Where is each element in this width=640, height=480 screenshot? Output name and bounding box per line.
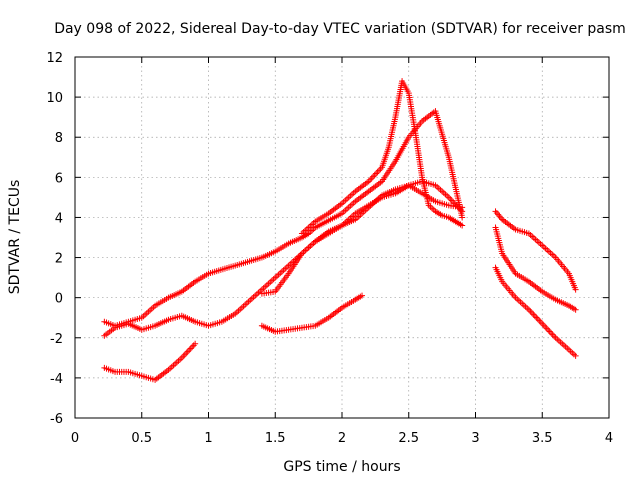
y-axis-label: SDTVAR / TECUs [7,180,23,295]
data-point [540,322,547,329]
data-point [572,352,579,359]
data-point [551,333,558,340]
data-point [186,347,193,354]
x-tick-label: 3.5 [532,431,553,446]
series-track-e [258,182,466,297]
data-point [534,316,541,323]
data-point [539,320,546,327]
data-point [459,204,466,211]
data-point [448,197,455,204]
data-point [367,176,374,183]
data-point [537,319,544,326]
y-tick-label: 6 [55,171,63,186]
data-point [533,314,540,321]
data-point [447,195,454,202]
data-point [374,168,381,175]
series-track-c [101,340,199,383]
data-point [536,317,543,324]
y-tick-label: -4 [50,372,63,387]
data-point [459,214,466,221]
x-tick-label: 1 [204,431,212,446]
data-point [528,309,535,316]
chart-title: Day 098 of 2022, Sidereal Day-to-day VTE… [54,21,626,37]
data-point [549,331,556,338]
data-point [368,175,375,182]
y-tick-label: 12 [46,51,63,66]
data-point [373,170,380,177]
data-point [459,222,466,229]
data-point [530,311,537,318]
y-tick-label: 8 [55,131,63,146]
data-point [531,312,538,319]
y-tick-label: -2 [50,332,63,347]
data-point [572,306,579,313]
x-tick-label: 4 [605,431,613,446]
data-points [101,78,579,383]
series-track-d [258,292,366,335]
series-track-g [492,224,579,313]
data-point [572,286,579,293]
data-point [376,167,383,174]
x-tick-label: 0.5 [131,431,152,446]
data-point [543,325,550,332]
y-tick-label: 10 [46,91,63,106]
series-track-b [101,178,466,339]
data-point [548,330,555,337]
x-tick-label: 0 [71,431,79,446]
series-track-i [492,264,579,359]
y-tick-label: -6 [50,412,63,427]
x-tick-label: 3 [471,431,479,446]
x-axis-label: GPS time / hours [283,459,400,475]
data-point [189,343,196,350]
data-point [187,345,194,352]
data-point [184,348,191,355]
data-point [359,292,366,299]
y-tick-label: 4 [55,211,63,226]
data-point [192,340,199,347]
x-tick-label: 2 [338,431,346,446]
data-point [190,342,197,349]
axis-ticks: 0 0.5 1 1.5 2 2.5 3 3.5 4 -6 -4 -2 0 2 4 6 8 10 12 [46,51,613,446]
grid [75,57,609,418]
data-point [180,353,187,360]
y-tick-label: 0 [55,292,63,307]
data-point [545,326,552,333]
data-point [181,351,188,358]
series-track-f [298,78,466,237]
y-tick-label: 2 [55,252,63,267]
series-track-a [101,108,466,329]
x-tick-label: 1.5 [265,431,286,446]
series-track-h [492,208,579,293]
data-point [546,328,553,335]
data-point [370,173,377,180]
x-tick-label: 2.5 [398,431,419,446]
data-point [183,350,190,357]
data-point [542,323,549,330]
data-point [527,308,534,315]
